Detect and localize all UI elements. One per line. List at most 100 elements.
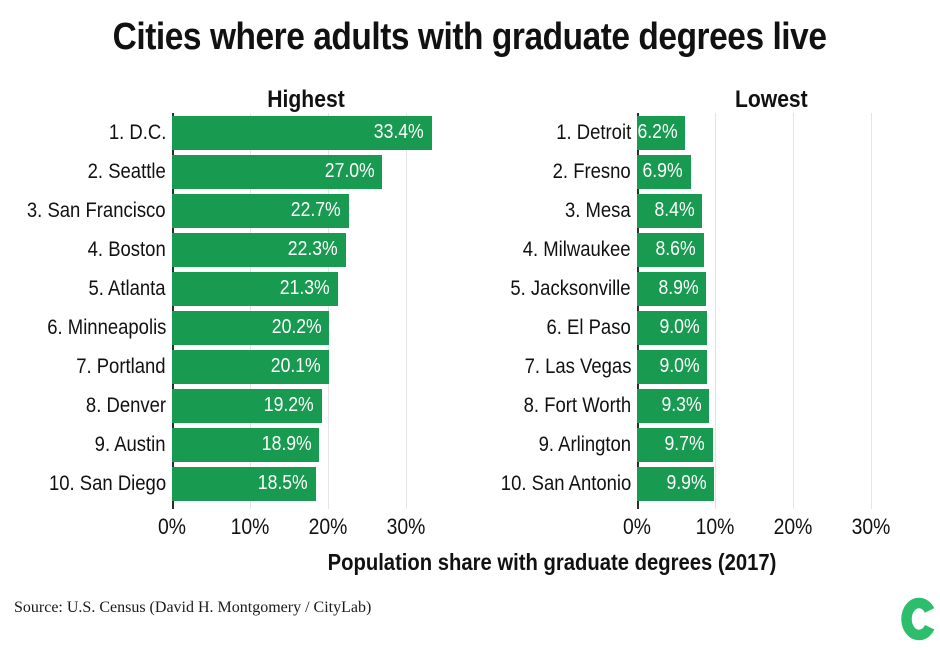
category-label-text: 1. D.C.	[108, 120, 166, 144]
x-tick-text: 0%	[623, 514, 651, 539]
bar: 18.5%	[172, 466, 317, 501]
bar-track: 9.0%	[637, 349, 905, 384]
bar-value-label: 8.4%	[649, 199, 703, 222]
bar-track: 8.6%	[637, 232, 905, 267]
bar: 9.9%	[637, 466, 715, 501]
category-label: 8. Fort Worth	[465, 394, 631, 418]
bar-value-label: 33.4%	[367, 121, 432, 144]
bar-row: 9. Austin 18.9%	[0, 425, 440, 464]
bar-row: 10. San Diego 18.5%	[0, 464, 440, 503]
bar: 9.3%	[637, 388, 710, 423]
bar-row: 7. Las Vegas 9.0%	[465, 347, 905, 386]
bar-value-text: 9.9%	[666, 472, 707, 494]
bar: 33.4%	[172, 115, 433, 150]
bar-row: 9. Arlington 9.7%	[465, 425, 905, 464]
bar: 9.0%	[637, 310, 708, 345]
bar-value-label: 27.0%	[318, 160, 383, 183]
category-label: 4. Boston	[0, 238, 166, 262]
bar-row: 10. San Antonio 9.9%	[465, 464, 905, 503]
x-tick-text: 30%	[851, 514, 891, 539]
bar-value-text: 19.2%	[263, 394, 314, 416]
bar-value-text: 18.5%	[258, 472, 309, 494]
panel-title-text: Highest	[267, 86, 345, 113]
category-label-text: 10. San Antonio	[500, 471, 631, 495]
category-label: 5. Atlanta	[0, 277, 166, 301]
bar-value-label: 20.1%	[264, 355, 329, 378]
bar: 18.9%	[172, 427, 320, 462]
bar-value-label: 22.3%	[281, 238, 346, 261]
bar-value-text: 9.7%	[664, 433, 705, 455]
x-tick-label: 0%	[621, 514, 653, 540]
bar-row: 5. Jacksonville 8.9%	[465, 269, 905, 308]
bar-track: 9.3%	[637, 388, 905, 423]
category-label-text: 9. Arlington	[538, 432, 631, 456]
category-label: 1. D.C.	[0, 121, 166, 145]
logo-ring	[901, 597, 937, 641]
bar-row: 3. San Francisco 22.7%	[0, 191, 440, 230]
bar-value-label: 18.9%	[255, 433, 320, 456]
bar-row: 8. Denver 19.2%	[0, 386, 440, 425]
bar-row: 1. D.C. 33.4%	[0, 113, 440, 152]
bar-value-label: 8.9%	[653, 277, 707, 300]
rows: 1. Detroit 6.2% 2. Fresno 6.9% 3. Mesa 8.4% 4.…	[465, 113, 905, 503]
category-label: 7. Las Vegas	[465, 355, 631, 379]
x-tick-text: 20%	[773, 514, 813, 539]
bar-value-label: 8.6%	[650, 238, 704, 261]
category-label: 10. San Antonio	[465, 472, 631, 496]
bar-value-label: 9.3%	[656, 394, 710, 417]
bar-track: 9.9%	[637, 466, 905, 501]
x-axis-ticks: 0% 10% 20% 30%	[158, 514, 440, 540]
bar-row: 4. Milwaukee 8.6%	[465, 230, 905, 269]
category-label-text: 4. Boston	[87, 237, 166, 261]
category-label-text: 7. Portland	[76, 354, 166, 378]
bar-row: 5. Atlanta 21.3%	[0, 269, 440, 308]
chart-title: Cities where adults with graduate degree…	[0, 16, 940, 59]
citylab-c-logo	[901, 597, 937, 641]
bar-track: 18.9%	[172, 427, 440, 462]
source-attribution: Source: U.S. Census (David H. Montgomery…	[14, 599, 372, 616]
x-axis-ticks: 0% 10% 20% 30%	[623, 514, 905, 540]
category-label-text: 4. Milwaukee	[523, 237, 631, 261]
category-label: 3. San Francisco	[0, 199, 166, 223]
x-tick-label: 30%	[384, 514, 428, 540]
bar-value-text: 20.1%	[270, 355, 321, 377]
bar: 8.6%	[637, 232, 704, 267]
category-label-text: 3. San Francisco	[27, 198, 166, 222]
bar-value-text: 9.3%	[661, 394, 702, 416]
category-label: 5. Jacksonville	[465, 277, 631, 301]
gridline	[714, 113, 716, 509]
category-label-text: 8. Denver	[85, 393, 166, 417]
bar-value-label: 21.3%	[273, 277, 338, 300]
bar-value-label: 9.9%	[661, 472, 715, 495]
x-tick-text: 30%	[386, 514, 426, 539]
x-tick-label: 30%	[849, 514, 893, 540]
panel-title: Lowest	[637, 86, 905, 114]
bar-track: 21.3%	[172, 271, 440, 306]
bar: 8.9%	[637, 271, 707, 306]
category-label-text: 3. Mesa	[565, 198, 631, 222]
panel-title: Highest	[172, 86, 440, 114]
bar-value-text: 9.0%	[658, 316, 700, 338]
bar-value-text: 33.4%	[374, 121, 425, 143]
bar: 6.2%	[637, 115, 686, 150]
category-label: 2. Seattle	[0, 160, 166, 184]
category-label-text: 7. Las Vegas	[524, 354, 631, 378]
bar-track: 18.5%	[172, 466, 440, 501]
gridline	[792, 113, 794, 509]
bar-row: 8. Fort Worth 9.3%	[465, 386, 905, 425]
bar-value-label: 9.0%	[654, 355, 708, 378]
bar-track: 8.9%	[637, 271, 905, 306]
category-label: 3. Mesa	[465, 199, 631, 223]
bar: 19.2%	[172, 388, 322, 423]
rows: 1. D.C. 33.4% 2. Seattle 27.0% 3. San Franci…	[0, 113, 440, 503]
bar-value-text: 18.9%	[261, 433, 312, 455]
category-label: 6. El Paso	[465, 316, 631, 340]
category-label-text: 8. Fort Worth	[523, 393, 631, 417]
bar-track: 6.9%	[637, 154, 905, 189]
bar-value-text: 8.9%	[658, 277, 699, 299]
chart-title-text: Cities where adults with graduate degree…	[113, 16, 827, 58]
bar-value-text: 6.2%	[637, 121, 678, 143]
bar-value-text: 8.6%	[655, 238, 696, 260]
bar-track: 9.7%	[637, 427, 905, 462]
bar-row: 6. Minneapolis 20.2%	[0, 308, 440, 347]
